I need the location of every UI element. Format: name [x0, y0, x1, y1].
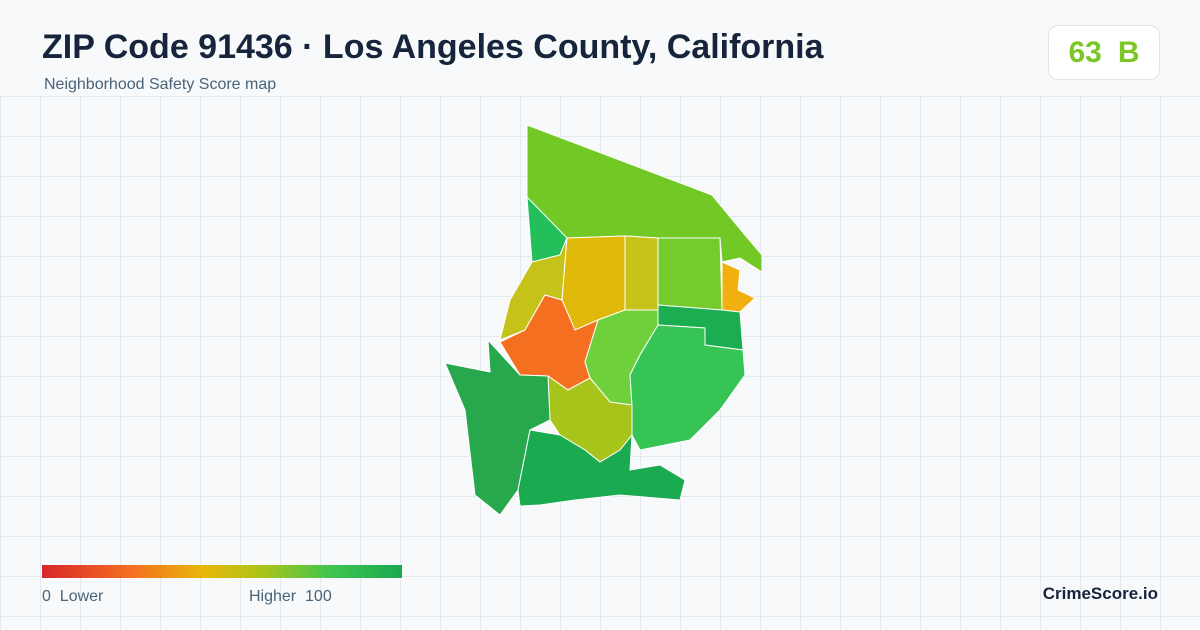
legend-min-label: Lower [59, 588, 104, 605]
region [444, 338, 551, 516]
legend-max: Higher 100 [249, 588, 332, 606]
header [0, 0, 1200, 96]
legend-max-label: Higher [249, 588, 297, 605]
region [629, 324, 746, 451]
legend-min-value: 0 [42, 588, 51, 605]
score: 63 [1068, 35, 1102, 69]
legend-max-value: 100 [305, 588, 332, 605]
legend-min: 0 Lower [42, 588, 103, 606]
legend-gradient [42, 565, 402, 578]
grade: B [1117, 35, 1140, 69]
region [517, 429, 686, 507]
title: ZIP Code 91436 · Los Angeles County, Cal… [42, 28, 824, 66]
subtitle: Neighborhood Safety Score map [44, 76, 277, 93]
region [624, 235, 659, 311]
region [657, 237, 723, 311]
brand: CrimeScore.io [1042, 584, 1158, 603]
region [721, 261, 756, 313]
score-badge: 63 B [1048, 25, 1160, 80]
